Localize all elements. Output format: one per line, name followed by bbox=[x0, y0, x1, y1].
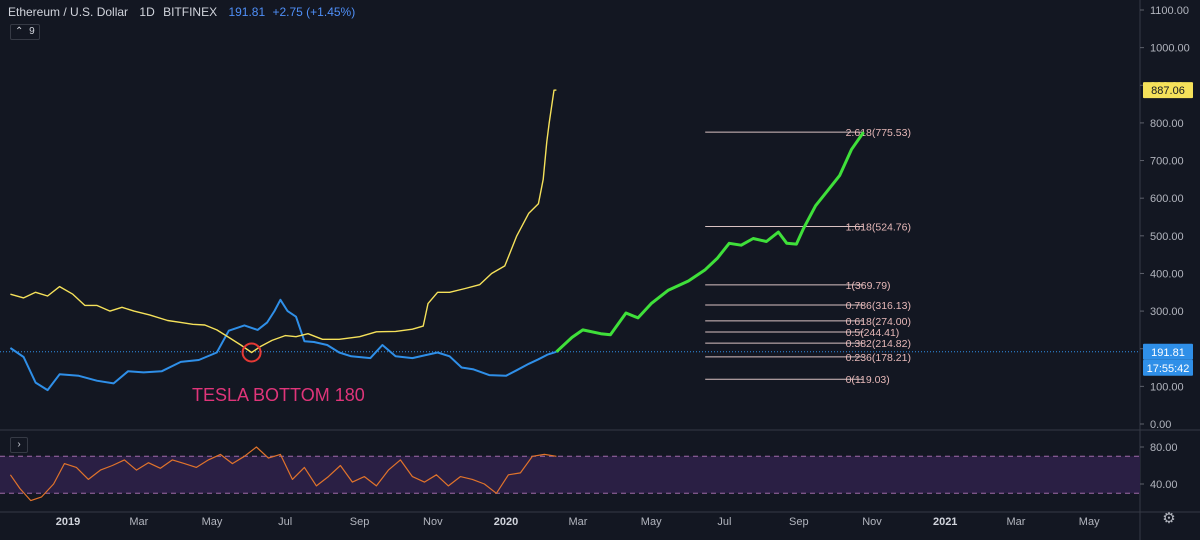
tesla-bottom-label: TESLA BOTTOM 180 bbox=[192, 385, 365, 405]
fib-level-label: 0.382(214.82) bbox=[846, 338, 911, 350]
x-tick-label: 2020 bbox=[494, 516, 518, 528]
y-tick-label: 1100.00 bbox=[1150, 5, 1189, 17]
x-tick-label: Jul bbox=[717, 516, 731, 528]
tesla-bottom-circle bbox=[241, 342, 262, 363]
fib-level-label: 0(119.03) bbox=[846, 374, 890, 386]
x-tick-label: Mar bbox=[1007, 516, 1026, 528]
fib-level-label: 1.618(524.76) bbox=[846, 221, 911, 233]
y-tick-label: 300.00 bbox=[1150, 306, 1184, 318]
y-tick-label: 400.00 bbox=[1150, 268, 1184, 280]
y-tick-label: 100.00 bbox=[1150, 381, 1184, 393]
header-change: +2.75 (+1.45%) bbox=[272, 5, 356, 19]
rsi-pane-toggle-button[interactable]: › bbox=[10, 437, 28, 453]
x-tick-label: Sep bbox=[789, 516, 809, 528]
rsi-tick-label: 80.00 bbox=[1150, 442, 1178, 454]
x-tick-label: May bbox=[1079, 516, 1100, 528]
bar-countdown-tag: 17:55:42 bbox=[1147, 363, 1190, 375]
y-tick-label: 600.00 bbox=[1150, 193, 1184, 205]
y-tick-label: 1000.00 bbox=[1150, 43, 1190, 55]
gear-icon[interactable]: ⚙ bbox=[1162, 510, 1176, 527]
indicator-count: 9 bbox=[29, 26, 35, 37]
x-tick-label: 2019 bbox=[56, 516, 80, 528]
bar-countdown-tag-bg bbox=[1143, 359, 1193, 376]
rsi-band-fill bbox=[0, 456, 1140, 494]
y-tick-label: 700.00 bbox=[1150, 156, 1184, 168]
x-tick-label: Nov bbox=[423, 516, 443, 528]
x-tick-label: Mar bbox=[129, 516, 148, 528]
x-tick-label: 2021 bbox=[933, 516, 957, 528]
tesla-last-price-tag: 887.06 bbox=[1151, 85, 1185, 97]
chevron-up-icon: ⌃ bbox=[15, 26, 24, 37]
exchange-label: BITFINEX bbox=[163, 5, 218, 19]
fib-level-label: 0.618(274.00) bbox=[846, 316, 911, 328]
x-tick-label: Jul bbox=[278, 516, 292, 528]
tesla-price-line bbox=[10, 89, 557, 354]
fib-level-label: 1(369.79) bbox=[846, 280, 891, 292]
fib-level-label: 0.236(178.21) bbox=[846, 352, 911, 364]
indicators-toggle-button[interactable]: ⌃ 9 bbox=[10, 24, 40, 40]
projection-line bbox=[555, 131, 865, 353]
x-tick-label: Sep bbox=[350, 516, 370, 528]
x-tick-label: May bbox=[202, 516, 223, 528]
x-tick-label: May bbox=[641, 516, 662, 528]
eth-price-line bbox=[9, 298, 557, 392]
chevron-right-icon: › bbox=[17, 439, 21, 450]
rsi-tick-label: 40.00 bbox=[1150, 479, 1178, 491]
y-tick-label: 0.00 bbox=[1150, 419, 1171, 431]
current-price-tag-bg bbox=[1143, 343, 1193, 360]
x-tick-label: Nov bbox=[862, 516, 882, 528]
y-tick-label: 500.00 bbox=[1150, 231, 1184, 243]
rsi-line bbox=[9, 446, 557, 502]
interval-label[interactable]: 1D bbox=[139, 5, 155, 19]
symbol-name[interactable]: Ethereum / U.S. Dollar bbox=[8, 5, 129, 19]
current-price-tag: 191.81 bbox=[1151, 347, 1185, 359]
chart-header: Ethereum / U.S. Dollar 1D BITFINEX 191.8… bbox=[8, 5, 355, 19]
tesla-last-price-tag-bg bbox=[1143, 82, 1193, 99]
fib-level-label: 0.786(316.13) bbox=[846, 300, 911, 312]
fib-level-label: 2.618(775.53) bbox=[846, 127, 911, 139]
y-tick-label: 800.00 bbox=[1150, 118, 1184, 130]
fib-level-label: 0.5(244.41) bbox=[846, 327, 900, 339]
header-price: 191.81 bbox=[228, 5, 266, 19]
x-tick-label: Mar bbox=[569, 516, 588, 528]
